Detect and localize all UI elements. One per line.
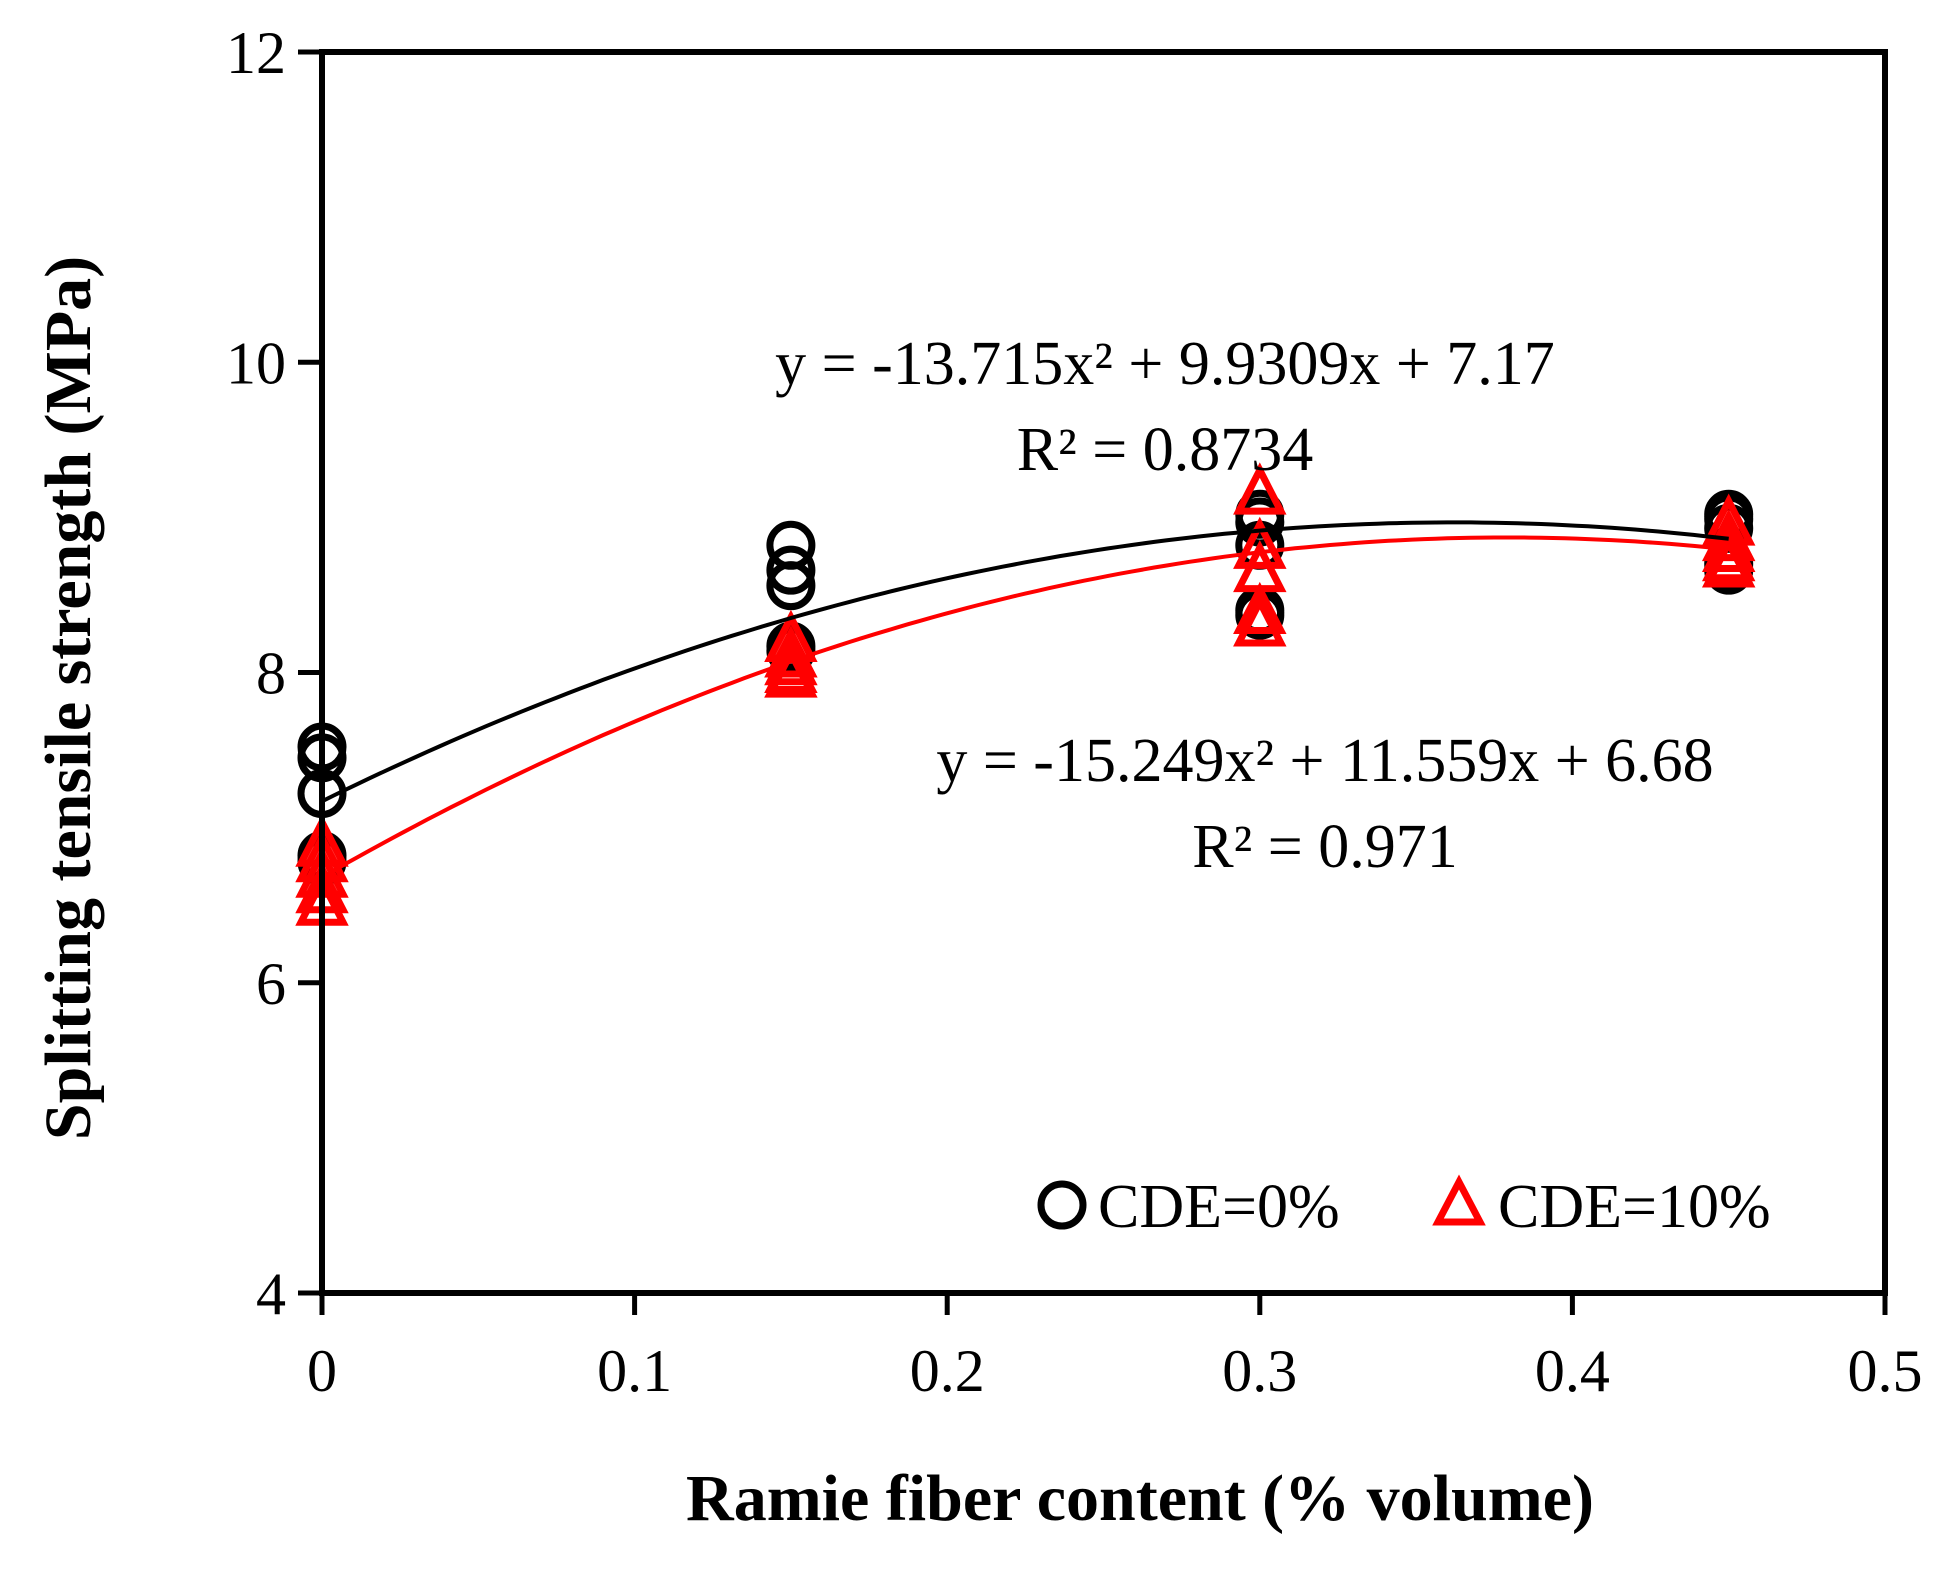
legend-circle-marker (1037, 1180, 1087, 1230)
data-point-triangle-7 (764, 633, 818, 686)
axis-layer: 0 0.1 0.2 0.3 0.4 0.5 4 6 8 10 12 (226, 20, 1923, 1404)
legend-label-cde0: CDE=0% (1098, 1173, 1340, 1241)
y-axis-title: Splitting tensile strength (MPa) (32, 256, 105, 1140)
data-point-triangle-13 (1233, 581, 1287, 635)
r-squared-cde0: R² = 0.8734 (1017, 416, 1313, 484)
y-tick-label-3: 10 (226, 330, 286, 396)
x-tick-label-5: 0.5 (1848, 1338, 1923, 1404)
trendline-cde0 (321, 520, 1729, 804)
equation-cde10: y = -15.249x² + 11.559x + 6.68 (936, 727, 1713, 795)
data-point-triangle-6 (764, 625, 818, 678)
x-tick-label-4: 0.4 (1535, 1338, 1610, 1404)
y-tick-label-1: 6 (256, 951, 286, 1017)
data-point-triangle-11 (1233, 516, 1287, 569)
legend-triangle-marker (1432, 1174, 1486, 1226)
data-point-triangle-9 (764, 645, 818, 698)
x-tick-label-2: 0.2 (910, 1338, 985, 1404)
legend: CDE=0% CDE=10% (1037, 1173, 1771, 1241)
trendline-cde10 (321, 535, 1729, 880)
y-tick-label-4: 12 (226, 20, 286, 86)
equation-cde0: y = -13.715x² + 9.9309x + 7.17 (775, 330, 1555, 398)
legend-label-cde10: CDE=10% (1498, 1173, 1771, 1241)
trendline-layer (321, 520, 1729, 880)
data-point-circle-6 (766, 545, 816, 595)
x-tick-label-0: 0 (307, 1338, 337, 1404)
data-point-triangle-14 (1233, 594, 1287, 647)
y-tick-label-0: 4 (256, 1261, 286, 1327)
x-tick-label-3: 0.3 (1222, 1338, 1297, 1404)
y-tick-label-2: 8 (256, 641, 286, 707)
x-tick-label-1: 0.1 (597, 1338, 672, 1404)
data-point-circle-7 (766, 561, 816, 611)
r-squared-cde10: R² = 0.971 (1192, 813, 1457, 881)
x-axis-title: Ramie fiber content (% volume) (686, 1462, 1594, 1535)
data-point-triangle-10 (1233, 462, 1287, 515)
data-point-triangle-19 (1701, 535, 1756, 588)
